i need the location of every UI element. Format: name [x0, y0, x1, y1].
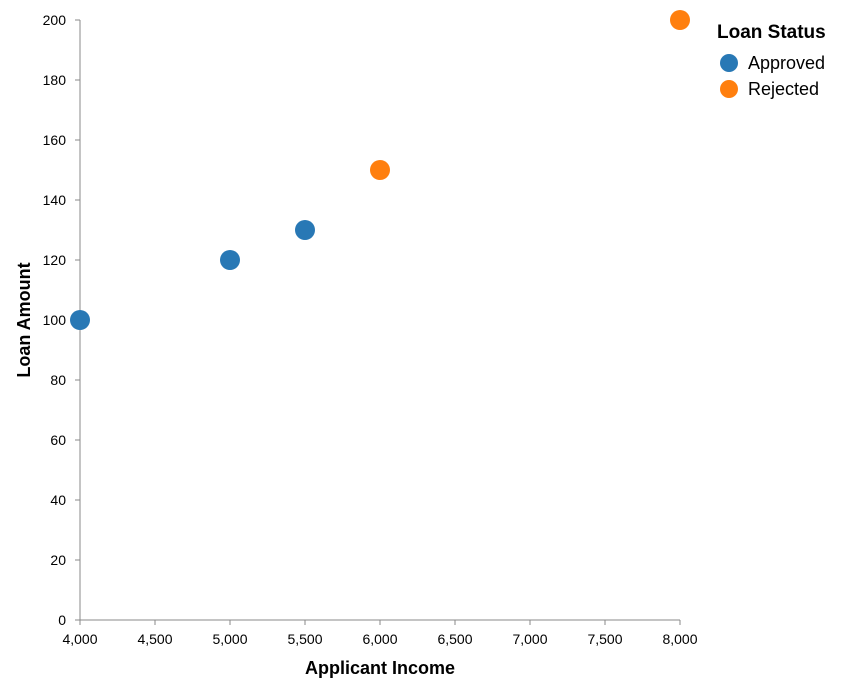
- x-axis-title: Applicant Income: [305, 658, 455, 678]
- x-tick-label: 4,500: [137, 631, 172, 647]
- x-tick-label: 5,500: [287, 631, 322, 647]
- x-tick-label: 6,500: [437, 631, 472, 647]
- x-tick-label: 7,500: [587, 631, 622, 647]
- x-axis: 4,000 4,500 5,000 5,500 6,000 6,500 7,000 7,500…: [62, 619, 698, 647]
- x-axis-ticks: 4,000 4,500 5,000 5,500 6,000 6,500 7,000 7,500…: [62, 620, 698, 647]
- legend-title: Loan Status: [717, 22, 826, 43]
- y-tick-label: 200: [43, 12, 67, 28]
- legend-swatch-rejected: [720, 80, 738, 98]
- x-tick-label: 7,000: [512, 631, 547, 647]
- data-point-approved: [70, 310, 90, 330]
- legend-label-rejected: Rejected: [748, 79, 819, 99]
- data-point-approved: [295, 220, 315, 240]
- y-axis-title: Loan Amount: [14, 262, 34, 377]
- legend-label-approved: Approved: [748, 53, 825, 73]
- legend: Loan Status Approved Rejected: [717, 22, 826, 99]
- x-tick-label: 4,000: [62, 631, 97, 647]
- data-point-rejected: [670, 10, 690, 30]
- y-tick-label: 20: [50, 552, 66, 568]
- plot-area: 0 20 40 60 80 100 120 140 160 180 200 4,000 4,500 5,…: [14, 10, 698, 678]
- y-tick-label: 180: [43, 72, 67, 88]
- data-point-approved: [220, 250, 240, 270]
- y-tick-label: 80: [50, 372, 66, 388]
- y-axis: 0 20 40 60 80 100 120 140 160 180 200: [43, 12, 81, 628]
- y-tick-label: 0: [58, 612, 66, 628]
- x-tick-label: 5,000: [212, 631, 247, 647]
- y-tick-label: 60: [50, 432, 66, 448]
- y-axis-ticks: 0 20 40 60 80 100 120 140 160 180 200: [43, 12, 80, 628]
- x-tick-label: 8,000: [662, 631, 697, 647]
- legend-swatch-approved: [720, 54, 738, 72]
- y-tick-label: 120: [43, 252, 67, 268]
- data-point-rejected: [370, 160, 390, 180]
- y-tick-label: 40: [50, 492, 66, 508]
- x-tick-label: 6,000: [362, 631, 397, 647]
- y-tick-label: 100: [43, 312, 67, 328]
- data-points: [70, 10, 690, 330]
- y-tick-label: 140: [43, 192, 67, 208]
- y-tick-label: 160: [43, 132, 67, 148]
